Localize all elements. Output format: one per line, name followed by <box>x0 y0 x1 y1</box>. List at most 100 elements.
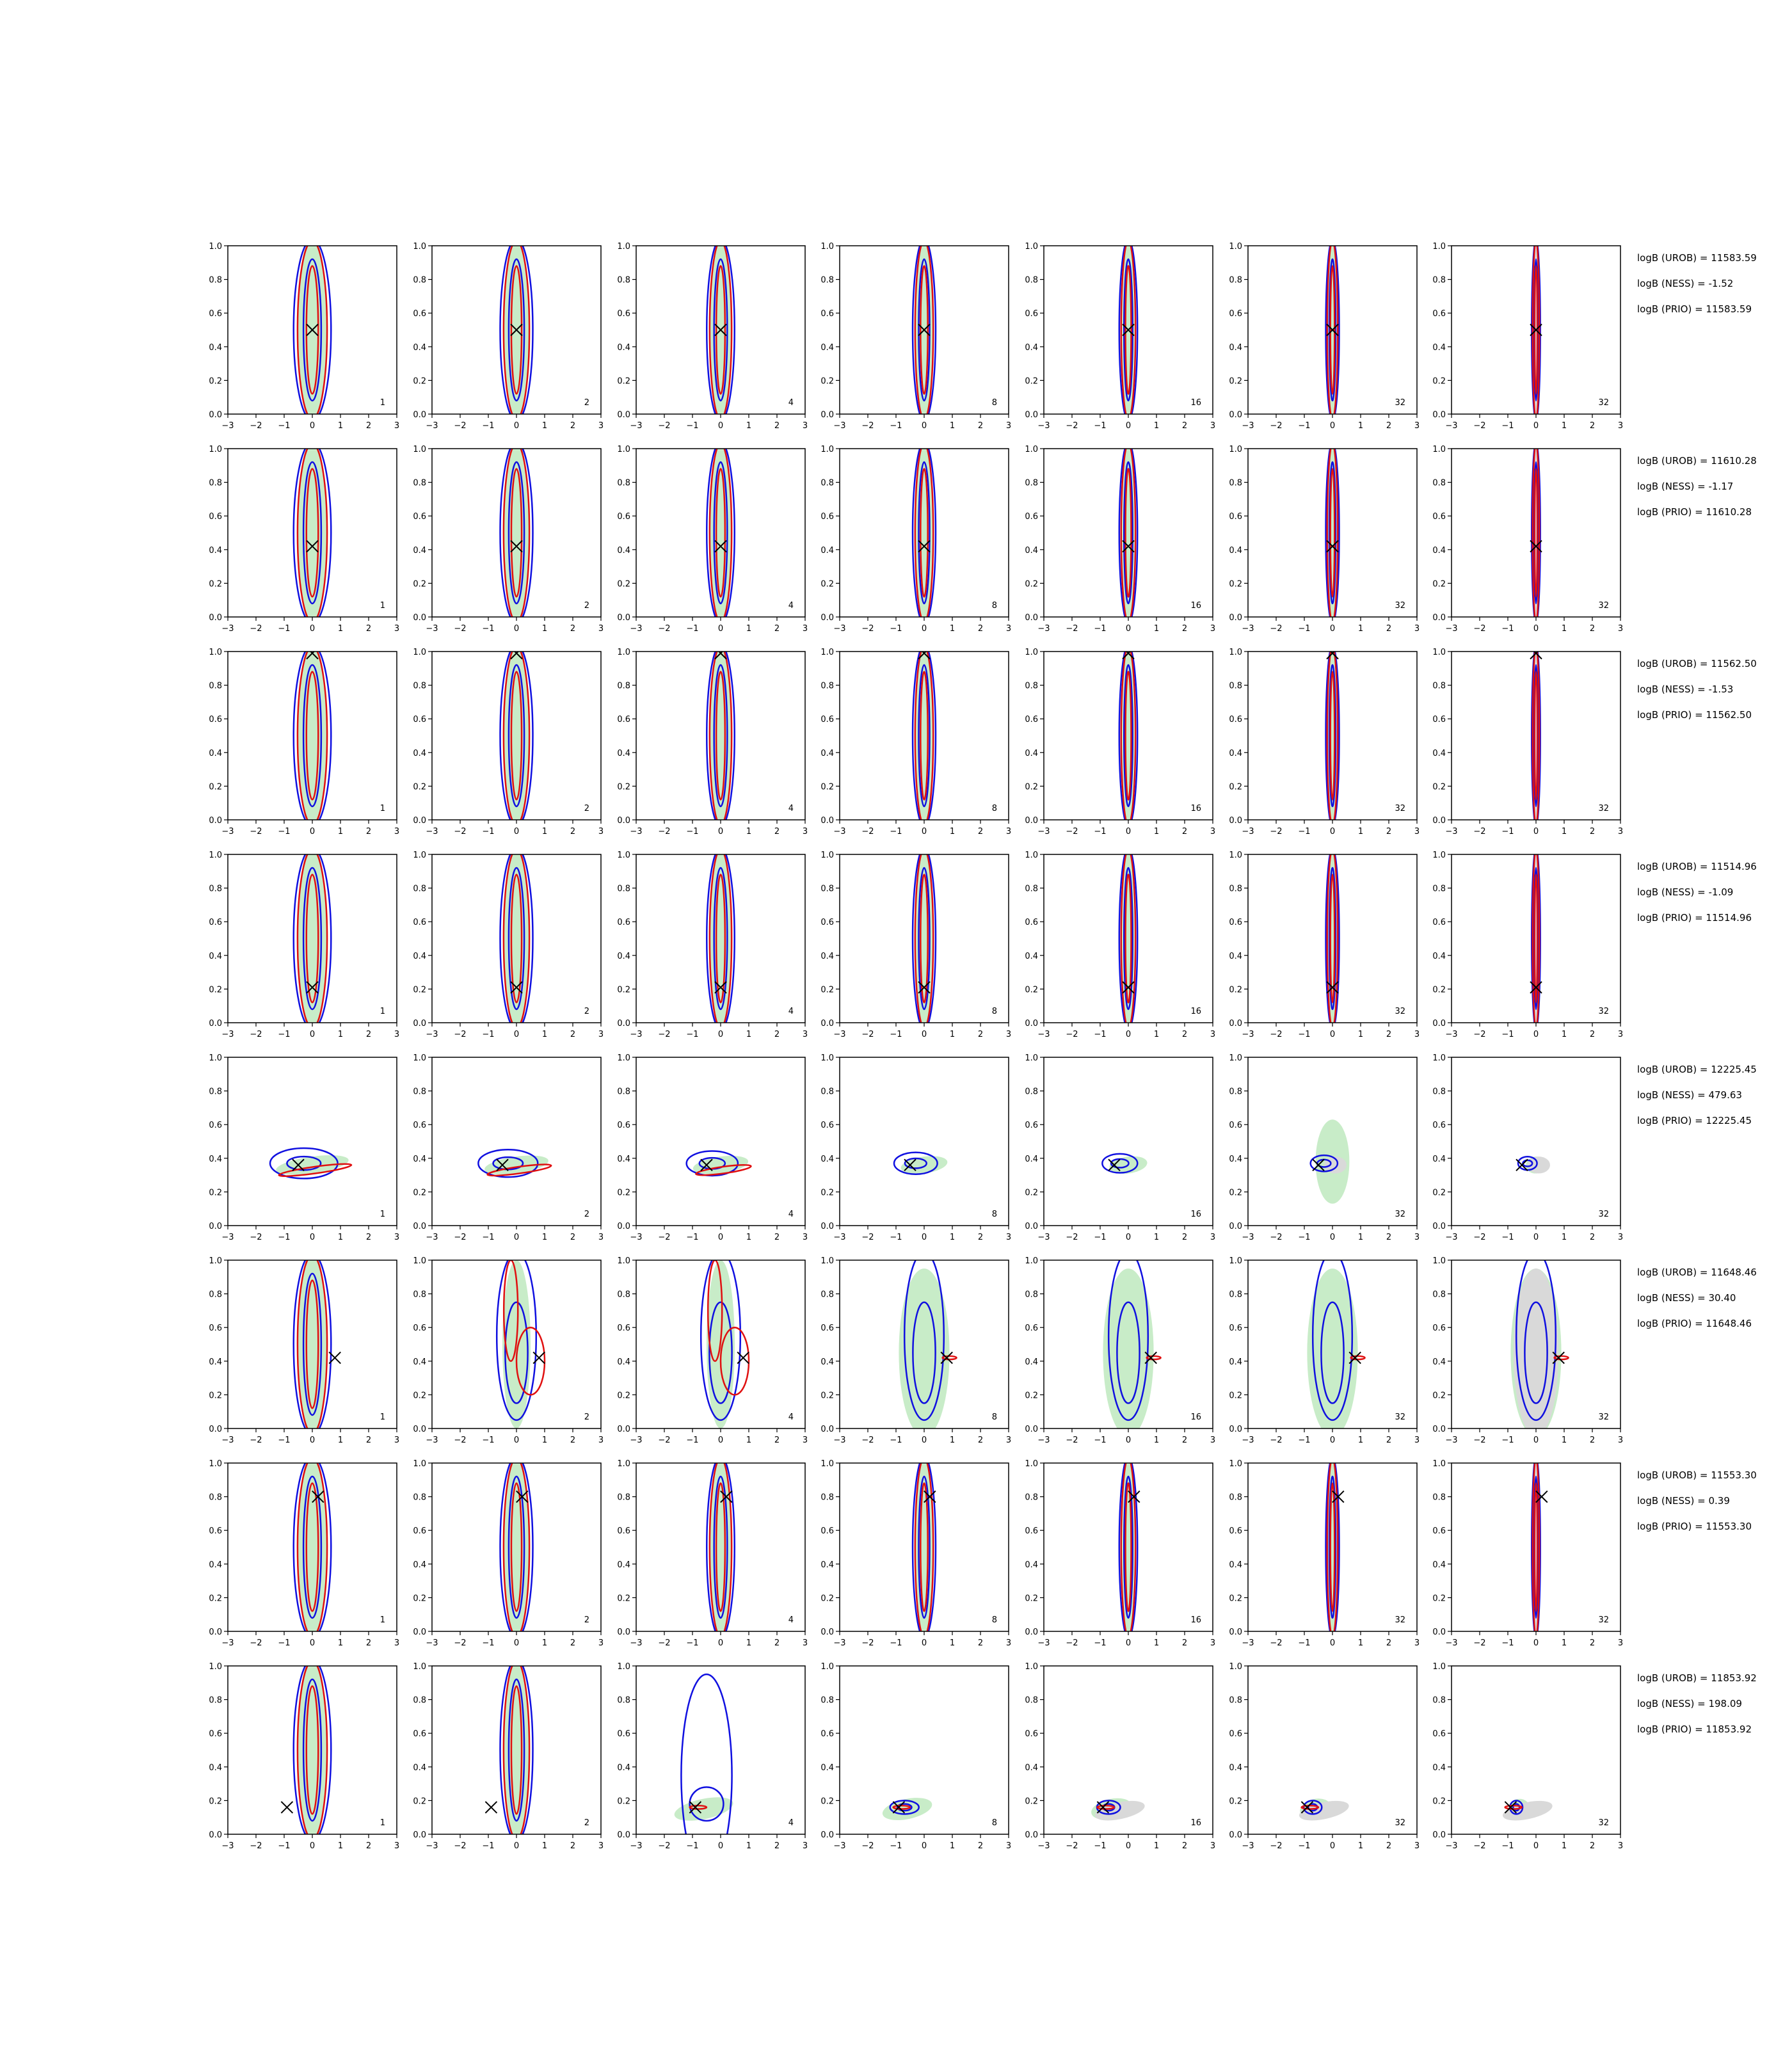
red-contour <box>707 1260 723 1363</box>
y-tick-label: 0.2 <box>1025 579 1038 589</box>
y-tick-label: 0.2 <box>820 579 834 589</box>
blue-contour <box>508 1678 525 1822</box>
logb-annotation: logB (PRIO) = 12225.45 <box>1637 1115 1752 1126</box>
red-contour <box>914 854 934 1023</box>
y-tick-label: 0.2 <box>1432 1594 1446 1603</box>
y-tick-label: 0.6 <box>1229 1324 1242 1333</box>
truth-marker <box>328 1351 341 1364</box>
red-contour <box>515 1326 546 1396</box>
y-tick-label: 0.4 <box>820 1560 834 1570</box>
blue-contour <box>1118 854 1139 1023</box>
y-tick-label: 1.0 <box>1229 1053 1242 1063</box>
blue-contour <box>302 1272 323 1416</box>
x-tick-label: 1 <box>950 827 955 836</box>
x-tick-label: 2 <box>366 1638 371 1648</box>
y-tick-label: 0.8 <box>413 276 426 285</box>
red-contour <box>1326 449 1339 617</box>
x-tick-label: −1 <box>1501 1638 1514 1648</box>
y-tick-label: 0.2 <box>1229 782 1242 792</box>
y-tick-label: 1.0 <box>1025 1662 1038 1672</box>
x-tick-label: −1 <box>686 1638 698 1648</box>
x-tick-label: −3 <box>426 1436 438 1445</box>
x-tick-label: −2 <box>1270 1841 1282 1851</box>
y-tick-label: 0.0 <box>413 816 426 826</box>
y-tick-label: 0.6 <box>1229 512 1242 522</box>
x-tick-label: 3 <box>598 1638 604 1648</box>
x-tick-label: 2 <box>774 1436 780 1445</box>
x-tick-label: 0 <box>514 1638 519 1648</box>
x-tick-label: 2 <box>978 1436 983 1445</box>
blue-contour <box>292 246 332 414</box>
blue-contour <box>1531 1463 1541 1631</box>
x-tick-label: 1 <box>338 1436 343 1445</box>
subplot: −3 −2 −1 0 1 2 3 0.0 0.2 0.4 0.6 0.8 1.0 2 <box>413 445 604 634</box>
blue-contour <box>680 1673 733 1834</box>
truth-marker <box>306 981 319 994</box>
x-tick-label: 2 <box>570 1030 575 1039</box>
y-tick-label: 0.6 <box>1025 918 1038 927</box>
x-tick-label: −3 <box>221 827 234 836</box>
logb-annotation: logB (PRIO) = 11562.50 <box>1637 709 1752 721</box>
x-tick-label: −3 <box>833 827 845 836</box>
blue-contour <box>1101 1153 1139 1174</box>
red-contour <box>305 265 319 395</box>
y-tick-label: 0.4 <box>413 546 426 556</box>
subplot: −3 −2 −1 0 1 2 3 0.0 0.2 0.4 0.6 0.8 1.0 8 <box>820 1053 1011 1242</box>
x-tick-label: −3 <box>1445 624 1457 634</box>
y-tick-label: 0.2 <box>413 782 426 792</box>
y-tick-label: 0.8 <box>1229 1696 1242 1706</box>
grey-density <box>1513 1268 1559 1428</box>
x-tick-label: 3 <box>803 624 808 634</box>
x-tick-label: 2 <box>1386 1638 1391 1648</box>
y-tick-label: 1.0 <box>1025 445 1038 454</box>
blue-contour <box>685 1150 739 1177</box>
x-tick-label: 0 <box>1126 1638 1131 1648</box>
red-contour <box>1120 854 1137 1023</box>
x-tick-label: −1 <box>278 421 290 431</box>
blue-contour <box>508 258 525 402</box>
panel-label: 4 <box>788 1818 794 1828</box>
x-tick-label: −2 <box>1270 1233 1282 1242</box>
x-tick-label: −3 <box>1445 1841 1457 1851</box>
x-tick-label: −3 <box>221 1030 234 1039</box>
y-tick-label: 0.6 <box>1432 512 1446 522</box>
blue-contour <box>302 1475 323 1619</box>
y-tick-label: 0.2 <box>617 985 630 995</box>
y-tick-label: 0.4 <box>209 1763 222 1773</box>
x-tick-label: −2 <box>250 1841 262 1851</box>
x-tick-label: 1 <box>950 1233 955 1242</box>
x-tick-label: 3 <box>803 1233 808 1242</box>
y-tick-label: 0.8 <box>1025 1696 1038 1706</box>
red-contour <box>715 265 726 395</box>
blue-contour <box>1531 246 1541 414</box>
y-tick-label: 0.6 <box>820 512 834 522</box>
x-tick-label: −2 <box>1066 1638 1078 1648</box>
y-tick-label: 0.0 <box>209 1628 222 1637</box>
truth-marker <box>1516 1158 1528 1172</box>
y-tick-label: 0.0 <box>413 1222 426 1231</box>
y-tick-label: 0.6 <box>820 918 834 927</box>
blue-contour <box>706 1463 735 1631</box>
y-tick-label: 0.0 <box>1432 1019 1446 1028</box>
y-tick-label: 0.8 <box>413 1087 426 1097</box>
y-tick-label: 1.0 <box>1229 242 1242 252</box>
blue-contour <box>1531 652 1541 820</box>
truth-marker <box>1530 652 1542 660</box>
y-tick-label: 0.0 <box>820 613 834 623</box>
y-tick-label: 0.4 <box>617 343 630 353</box>
y-tick-label: 0.2 <box>209 782 222 792</box>
x-tick-label: −1 <box>482 1233 494 1242</box>
blue-contour <box>918 258 931 402</box>
y-tick-label: 0.4 <box>209 1155 222 1164</box>
red-contour <box>1533 671 1539 801</box>
red-contour <box>1326 246 1339 414</box>
logb-annotation: logB (PRIO) = 11648.46 <box>1637 1318 1752 1329</box>
y-tick-label: 0.4 <box>1025 1560 1038 1570</box>
x-tick-label: −1 <box>482 624 494 634</box>
x-tick-label: 0 <box>310 827 315 836</box>
x-tick-label: 1 <box>542 1638 547 1648</box>
y-tick-label: 0.6 <box>1025 1729 1038 1739</box>
blue-contour <box>1123 461 1133 605</box>
subplot: −3 −2 −1 0 1 2 3 0.0 0.2 0.4 0.6 0.8 1.0 4 <box>617 648 808 836</box>
blue-contour <box>1309 1154 1339 1172</box>
